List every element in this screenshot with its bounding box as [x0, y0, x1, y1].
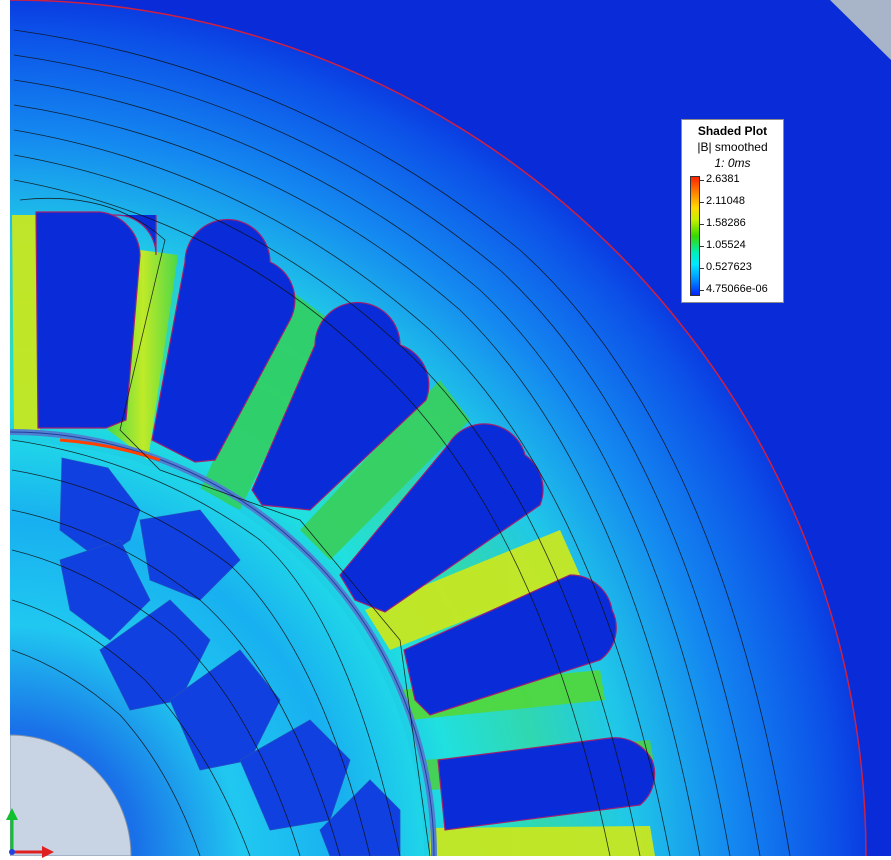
legend-color-bar: [690, 176, 700, 296]
axis-triad-icon: [6, 808, 54, 858]
legend-value: 0.527623: [706, 261, 752, 273]
flux-lines: [11, 29, 791, 856]
legend-value: 4.75066e-06: [706, 283, 768, 295]
legend-tick: [700, 268, 704, 269]
legend-tick: [700, 290, 704, 291]
legend-value: 2.6381: [706, 173, 740, 185]
legend-value: 1.05524: [706, 239, 746, 251]
shaft: [10, 734, 132, 856]
legend-title: Shaded Plot: [697, 124, 768, 138]
legend-tick: [700, 246, 704, 247]
legend-tick: [700, 202, 704, 203]
legend-time: 1: 0ms: [714, 156, 751, 170]
legend-tick: [700, 224, 704, 225]
legend-tick: [700, 180, 704, 181]
legend-subtitle: |B| smoothed: [697, 140, 768, 154]
stator-slots: [35, 211, 656, 831]
legend-value: 2.11048: [706, 195, 745, 207]
plot-legend: Shaded Plot |B| smoothed 1: 0ms 2.6381 2…: [681, 119, 784, 303]
corner-region: [830, 0, 891, 60]
legend-value: 1.58286: [706, 217, 746, 229]
rotor-slots: [59, 457, 401, 856]
